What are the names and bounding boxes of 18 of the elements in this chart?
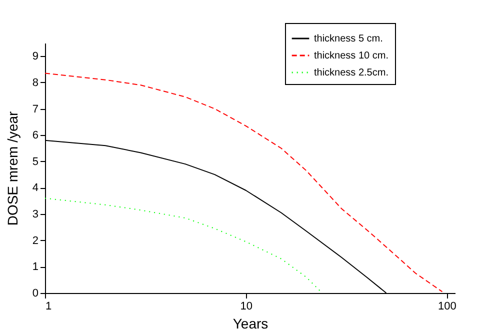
- y-axis-title: DOSE mrem /year: [4, 110, 20, 226]
- y-tick-label: 4: [32, 182, 38, 194]
- y-tick-label: 1: [32, 261, 38, 274]
- y-tick-label: 5: [32, 156, 38, 168]
- y-tick-label: 7: [32, 103, 38, 116]
- y-tick-label: 6: [32, 130, 38, 142]
- y-tick-label: 9: [32, 50, 38, 63]
- y-tick-label: 8: [32, 76, 38, 89]
- legend-label: thickness 5 cm.: [314, 34, 383, 44]
- legend-label: thickness 10 cm.: [314, 50, 388, 62]
- y-tick-label: 2: [32, 234, 38, 247]
- x-tick-label: 100: [438, 300, 456, 312]
- x-tick-label: 10: [240, 300, 252, 312]
- y-tick-label: 0: [32, 288, 38, 300]
- legend-label: thickness 2.5cm.: [314, 68, 388, 78]
- y-tick-label: 3: [32, 208, 38, 221]
- x-axis-title: Years: [232, 316, 268, 332]
- x-tick-label: 1: [46, 300, 52, 312]
